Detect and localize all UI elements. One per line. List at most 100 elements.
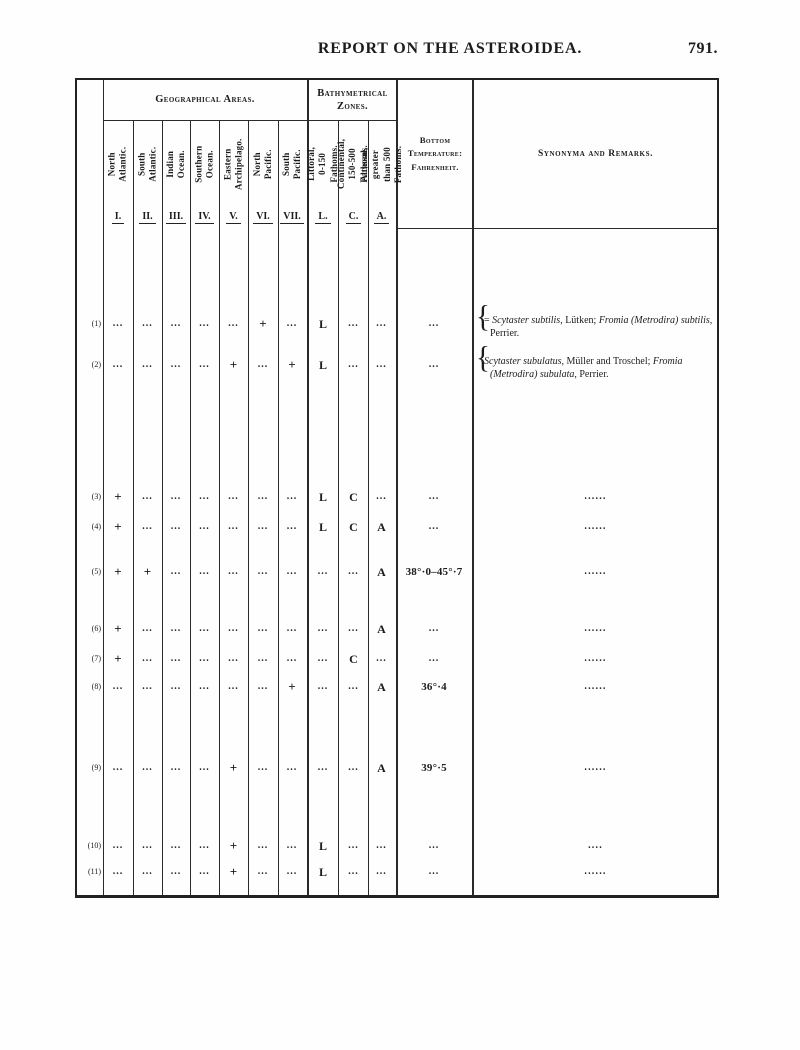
cell-value: ... — [228, 681, 239, 692]
cell-value: ... — [376, 491, 387, 502]
cell-value: ... — [228, 318, 239, 329]
cell-value: ... — [112, 318, 124, 329]
row-number: (1) — [91, 319, 101, 328]
cell-value: ... — [286, 840, 298, 851]
cell-value: ... — [257, 491, 269, 502]
cell-value: ... — [257, 866, 269, 877]
cell-value: ... — [199, 521, 210, 532]
cell-value: + — [114, 564, 122, 579]
cell-value: ... — [142, 521, 153, 532]
cell-value: ... — [170, 566, 182, 577]
remarks-dots: ...... — [584, 566, 607, 577]
column-numeral-text: II. — [139, 211, 156, 224]
temp-value: ... — [428, 653, 440, 664]
bathymetrical-zones-group-header: Bathymetrical Zones. — [317, 87, 388, 112]
cell-value: ... — [228, 653, 239, 664]
column-label: North Pacific. — [248, 120, 278, 208]
cell-value: ... — [228, 623, 239, 634]
cell-value: ... — [317, 653, 329, 664]
cell-value: ... — [112, 762, 124, 773]
table-rule-vertical — [133, 120, 134, 895]
cell-value: + — [114, 651, 122, 666]
page-title: REPORT ON THE ASTEROIDEA. — [317, 40, 583, 57]
column-numeral-text: VI. — [253, 211, 273, 224]
column-numeral-text: I. — [111, 211, 125, 224]
table-rule-vertical — [338, 120, 339, 895]
temp-value: ... — [428, 318, 440, 329]
column-label-text: South Pacific. — [280, 149, 302, 179]
table-rule-vertical — [368, 120, 369, 895]
cell-value: + — [143, 564, 152, 579]
table-rule-vertical — [248, 120, 249, 895]
cell-value: ... — [257, 681, 269, 692]
temp-value: 39°·5 — [421, 762, 447, 774]
cell-value: ... — [170, 521, 182, 532]
cell-value: L — [318, 839, 327, 853]
cell-value: ... — [228, 566, 239, 577]
column-numeral-text: V. — [226, 211, 241, 224]
cell-value: ... — [199, 318, 210, 329]
cell-value: + — [288, 679, 296, 694]
cell-value: ... — [257, 359, 269, 370]
cell-value: + — [229, 864, 238, 879]
column-numeral-text: L. — [315, 211, 331, 224]
row-number: (2) — [91, 360, 101, 369]
cell-value: ... — [199, 623, 210, 634]
cell-value: ... — [199, 762, 210, 773]
column-numeral-text: C. — [345, 211, 362, 224]
column-numeral: VII. — [277, 206, 307, 228]
temp-value: ... — [428, 840, 440, 851]
row-number: (8) — [91, 682, 101, 691]
table-rule-vertical — [162, 120, 163, 895]
cell-value: ... — [199, 566, 210, 577]
row-number: (9) — [91, 763, 101, 772]
cell-value: L — [318, 520, 327, 534]
cell-value: L — [318, 317, 327, 331]
remarks-dots: ...... — [584, 681, 607, 692]
column-numeral: V. — [219, 206, 249, 228]
cell-value: ... — [348, 840, 359, 851]
cell-value: ... — [142, 491, 153, 502]
column-numeral: VI. — [248, 206, 278, 228]
cell-value: ... — [286, 491, 298, 502]
remarks-text: , Perrier. — [574, 369, 609, 380]
remarks-text: , Lütken; — [560, 315, 599, 326]
cell-value: L — [318, 865, 327, 879]
cell-value: A — [377, 520, 386, 534]
column-numeral: C. — [339, 206, 369, 228]
cell-value: ... — [257, 566, 269, 577]
cell-value: ... — [142, 681, 153, 692]
cell-value: A — [377, 761, 386, 775]
cell-value: ... — [142, 623, 153, 634]
remarks-dots: ...... — [584, 866, 607, 877]
cell-value: ... — [257, 521, 269, 532]
row-number: (4) — [91, 522, 101, 531]
temp-value: ... — [428, 623, 440, 634]
temp-value: 36°·4 — [421, 681, 447, 693]
cell-value: ... — [112, 840, 124, 851]
cell-value: ... — [199, 866, 210, 877]
remarks-text: , Müller and Troschel; — [561, 356, 653, 367]
cell-value: ... — [348, 866, 359, 877]
cell-value: ... — [376, 359, 387, 370]
cell-value: L — [318, 490, 327, 504]
table-rule-horizontal — [396, 228, 717, 229]
column-label: Indian Ocean. — [161, 120, 191, 208]
remarks-entry: {Scytaster subulatus, Müller and Trosche… — [474, 341, 714, 381]
cell-value: ... — [142, 653, 153, 664]
temp-value: ... — [428, 359, 440, 370]
geographical-areas-group-header: Geographical Areas. — [155, 94, 255, 106]
brace-glyph: { — [476, 341, 490, 375]
cell-value: ... — [257, 762, 269, 773]
species-name: Fromia (Metrodira) subtilis — [598, 315, 710, 326]
table-rule-vertical — [190, 120, 191, 895]
cell-value: ... — [199, 681, 210, 692]
cell-value: + — [229, 760, 238, 775]
table-rule-vertical — [472, 80, 474, 895]
cell-value: ... — [348, 681, 359, 692]
page-number: 791. — [688, 40, 718, 57]
column-numeral: A. — [367, 206, 397, 228]
row-number: (11) — [87, 867, 101, 876]
cell-value: + — [229, 357, 238, 372]
